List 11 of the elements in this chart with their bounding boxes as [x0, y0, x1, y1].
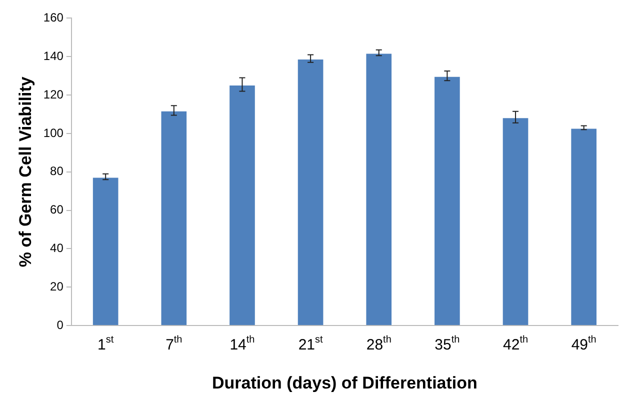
y-tick-label: 0	[56, 318, 64, 332]
y-tick-label: 40	[50, 241, 64, 256]
y-tick-label: 20	[50, 279, 64, 294]
y-tick-label: 100	[43, 126, 64, 140]
y-tick-label: 140	[43, 48, 64, 63]
y-tick-label: 120	[43, 87, 64, 102]
y-tick-label: 80	[50, 164, 64, 178]
y-tick-label: 160	[43, 10, 64, 25]
x-axis-title: Duration (days) of Differentiation	[212, 373, 478, 392]
y-tick-label: 60	[50, 202, 64, 217]
y-axis-title: % of Germ Cell Viability	[16, 76, 35, 268]
